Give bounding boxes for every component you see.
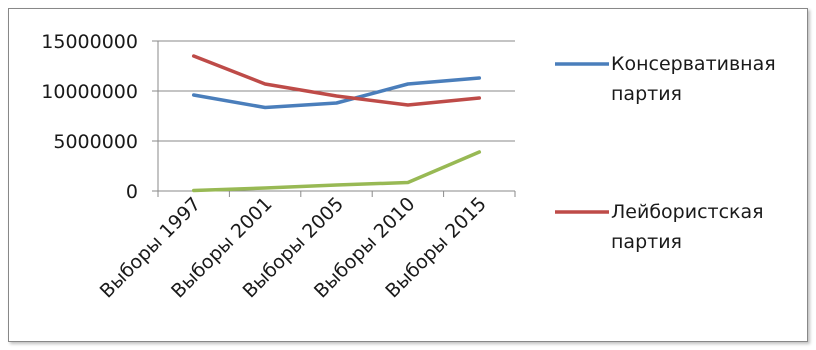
y-axis-ticks: 15000000 10000000 5000000 0 (41, 31, 138, 203)
legend-label-1: партия (611, 231, 682, 253)
legend: Консервативная партия Лейбористская партия (555, 53, 776, 253)
y-tick-label: 5000000 (53, 131, 138, 153)
legend-label-1: Лейбористская (611, 201, 764, 223)
chart-frame (8, 8, 808, 342)
legend-label-0: Консервативная (611, 53, 776, 75)
y-tick-label: 10000000 (41, 81, 138, 103)
series-lines (191, 54, 482, 193)
legend-label-0: партия (611, 83, 682, 105)
series-line-2 (191, 150, 482, 193)
axes (152, 40, 516, 197)
y-tick-label: 0 (126, 181, 138, 203)
gridlines (158, 40, 515, 142)
y-tick-label: 15000000 (41, 31, 138, 53)
